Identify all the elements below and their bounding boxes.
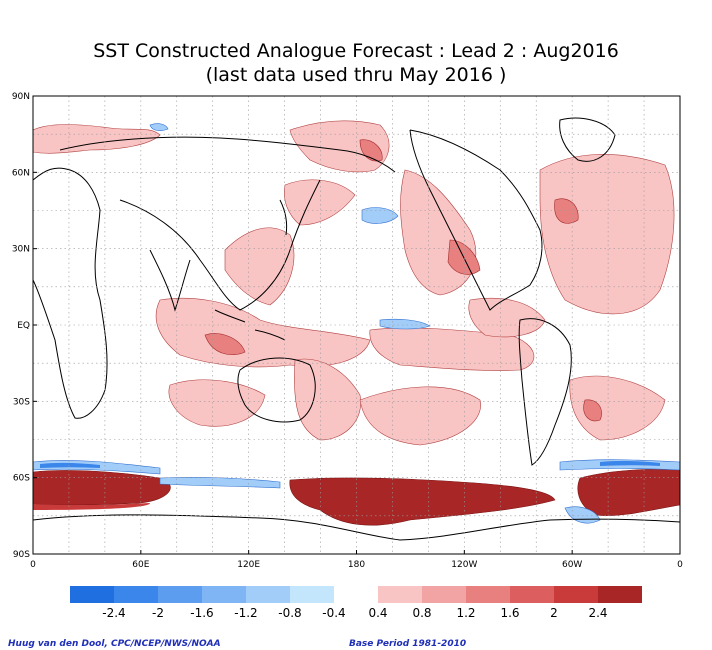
map-title-line1: SST Constructed Analogue Forecast : Lead… — [93, 40, 619, 62]
lon-tick-label: 0 — [30, 560, 36, 570]
colorbar-swatch-positive — [598, 586, 642, 603]
coastline-indonesia — [214, 309, 286, 341]
colorbar-label-positive: 1.6 — [500, 606, 519, 620]
colorbar-label-negative: -0.4 — [322, 606, 345, 620]
coastline-africa-europe — [33, 167, 108, 419]
anomaly-area-indian-ocean-south — [168, 379, 266, 427]
anomaly-area-equatorial-pacific — [369, 327, 535, 371]
coastline-south-america — [518, 318, 572, 466]
colorbar-label-positive: 0.4 — [368, 606, 387, 620]
anomaly-core-maritime — [204, 333, 246, 355]
colorbar-label-positive: 2 — [550, 606, 558, 620]
anomaly-area-siberia — [289, 120, 390, 173]
anomaly-cold-arctic — [149, 123, 169, 131]
anomaly-cold-north-pacific — [361, 207, 399, 224]
lon-tick-label: 60E — [132, 560, 149, 570]
colorbar-swatch-negative — [70, 586, 114, 603]
colorbar-label-positive: 2.4 — [588, 606, 607, 620]
lon-tick-label: 0 — [677, 560, 683, 570]
anomaly-area-maritime-continent — [155, 297, 371, 368]
colorbar-swatch-positive — [466, 586, 510, 603]
coastline-india — [149, 249, 191, 312]
lat-tick-label: 60N — [12, 168, 30, 178]
colorbar-swatch-negative — [290, 586, 334, 603]
map-title-line2: (last data used thru May 2016 ) — [205, 64, 507, 86]
anomaly-belt-southern-indian — [33, 470, 171, 506]
anomaly-area-eastern-pacific — [468, 297, 546, 338]
anomaly-area-south-atlantic — [569, 375, 666, 441]
coastline-north-america — [409, 129, 543, 311]
anomaly-belt-southern-fringe — [33, 503, 150, 510]
colorbar-label-positive: 1.2 — [456, 606, 475, 620]
anomaly-cold-southern-ring-pacific — [159, 476, 281, 489]
colorbar-swatch-positive — [422, 586, 466, 603]
anomaly-belt-southern-atlantic — [577, 468, 680, 516]
colorbar: -2.4 -2 -1.6 -1.2 -0.8 -0.4 0.4 0.8 1.2 1.6 2 2.4 — [70, 586, 642, 620]
coastline-asia-east — [119, 179, 321, 311]
anomaly-area-west-pacific — [283, 179, 356, 226]
colorbar-swatch-negative — [158, 586, 202, 603]
coastline-australia — [237, 357, 316, 423]
colorbar-swatch-positive — [554, 586, 598, 603]
lon-tick-label: 120W — [451, 560, 477, 570]
colorbar-label-positive: 0.8 — [412, 606, 431, 620]
anomaly-area-east-asia-marginal — [224, 227, 295, 306]
anomaly-area-north-atlantic — [539, 154, 675, 315]
anomaly-cold-equatorial-pacific — [379, 318, 431, 330]
anomaly-area-south-pacific — [359, 386, 481, 446]
coastline-eurasia-north — [59, 136, 396, 173]
colorbar-label-negative: -0.8 — [278, 606, 301, 620]
lat-tick-label: 30S — [13, 397, 30, 407]
credit-author: Huug van den Dool, CPC/NCEP/NWS/NOAA — [8, 639, 221, 649]
credit-base-period: Base Period 1981-2010 — [349, 639, 467, 649]
colorbar-label-negative: -2.4 — [102, 606, 125, 620]
colorbar-swatch-negative — [246, 586, 290, 603]
lon-tick-label: 60W — [562, 560, 582, 570]
lon-tick-label: 180 — [348, 560, 365, 570]
anomaly-core-south-atlantic — [583, 399, 602, 422]
lat-tick-label: 30N — [12, 245, 30, 255]
colorbar-swatch-negative — [202, 586, 246, 603]
lon-tick-label: 120E — [237, 560, 260, 570]
coastline-japan — [279, 199, 288, 236]
lat-tick-label: EQ — [17, 321, 30, 331]
anomaly-area-arctic-atlantic — [33, 124, 161, 154]
coastline-antarctica — [33, 514, 680, 541]
colorbar-swatch-positive — [378, 586, 422, 603]
coastline-greenland — [559, 117, 616, 162]
latitude-labels: 90N 60N 30N EQ 30S 60S 90S — [12, 92, 37, 560]
lat-tick-label: 60S — [13, 474, 30, 484]
anomaly-area-australia-east — [294, 358, 362, 441]
anomaly-belt-southern-pacific — [289, 477, 556, 526]
lat-tick-label: 90N — [12, 92, 30, 102]
colorbar-label-negative: -1.6 — [190, 606, 213, 620]
colorbar-label-negative: -1.2 — [234, 606, 257, 620]
colorbar-swatch-positive — [510, 586, 554, 603]
colorbar-swatch-negative — [114, 586, 158, 603]
anomaly-cold-core-ring — [40, 462, 100, 468]
colorbar-label-negative: -2 — [152, 606, 164, 620]
longitude-labels: 0 60E 120E 180 120W 60W 0 — [30, 550, 683, 570]
lat-tick-label: 90S — [13, 550, 30, 560]
anomaly-layer — [33, 117, 680, 541]
anomaly-cold-core-atlantic — [600, 460, 660, 466]
